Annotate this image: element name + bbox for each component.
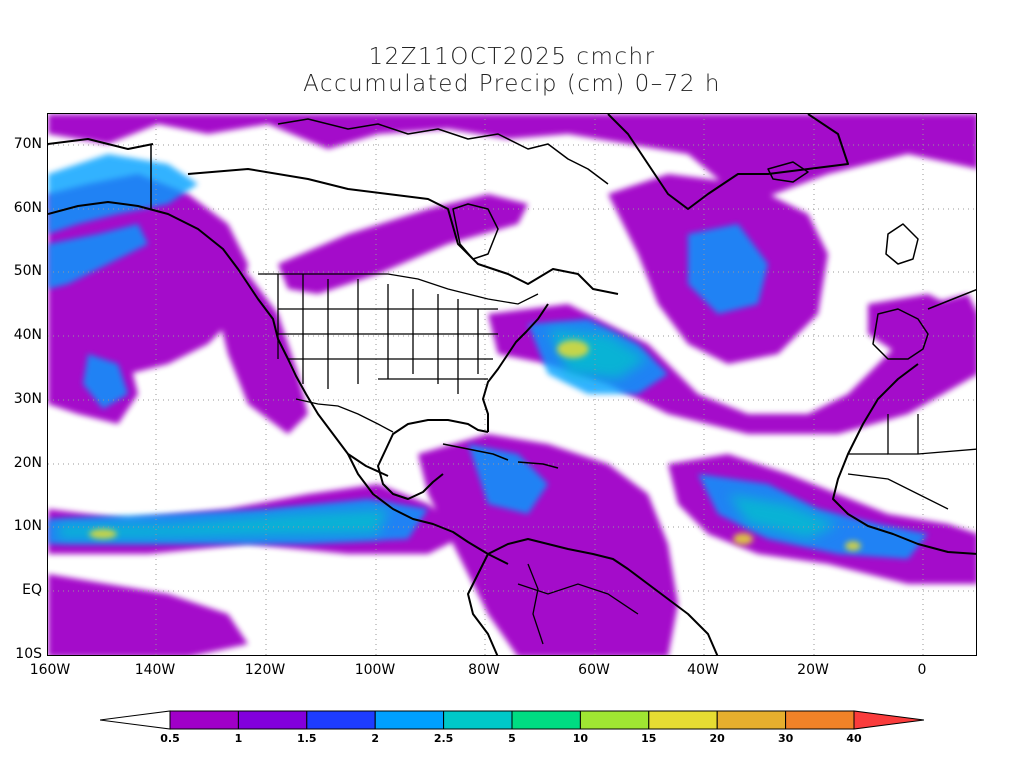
map-canvas [48,114,976,655]
lon-label-160w: 160W [29,662,71,678]
lon-label-120w: 120W [244,662,286,678]
colorbar [100,710,924,730]
colorbar-label: 30 [777,732,794,745]
colorbar-label: 2 [371,732,380,745]
colorbar-swatch [785,710,855,730]
colorbar-label: 1 [234,732,243,745]
lon-label-40w: 40W [687,662,719,678]
colorbar-label: 20 [709,732,725,745]
colorbar-label: 40 [846,732,862,745]
lon-label-0: 0 [917,662,927,678]
lon-label-20w: 20W [797,662,829,678]
precip-field [48,114,976,655]
lat-label-10s: 10S [15,646,42,662]
colorbar-swatch [648,710,718,730]
colorbar-swatch [306,710,376,730]
lat-label-10n: 10N [13,518,42,534]
lon-label-140w: 140W [134,662,176,678]
political-borders [258,273,976,645]
lon-label-60w: 60W [578,662,610,678]
colorbar-swatch [511,710,581,730]
lat-label-40n: 40N [13,327,42,343]
colorbar-label: 10 [572,732,589,745]
lat-label-20n: 20N [13,455,42,471]
title-line-2: Accumulated Precip (cm) 0–72 h [303,71,721,97]
colorbar-swatch [374,710,445,730]
colorbar-swatch [579,710,650,730]
lat-label-70n: 70N [13,136,42,152]
lon-label-100w: 100W [354,662,396,678]
colorbar-label: 2.5 [433,732,454,745]
lat-label-60n: 60N [13,200,42,216]
map-grid [48,114,976,655]
map-title: 12Z11OCT2025 cmchr Accumulated Precip (c… [0,44,1024,98]
lat-label-eq: EQ [22,582,42,598]
precip-map [47,113,977,656]
colorbar-label: 15 [641,732,657,745]
colorbar-label: 5 [508,732,516,745]
colorbar-swatch [169,710,239,730]
colorbar-label: 1.5 [297,732,317,745]
colorbar-swatch [716,710,787,730]
colorbar-end-low [100,710,171,730]
lat-label-30n: 30N [13,391,42,407]
colorbar-swatch [237,710,308,730]
lat-label-50n: 50N [13,263,42,279]
title-line-1: 12Z11OCT2025 cmchr [368,44,656,70]
colorbar-end-high [853,710,924,730]
coastlines [48,114,976,655]
lon-label-80w: 80W [468,662,500,678]
colorbar-label: 0.5 [160,732,180,745]
colorbar-swatch [443,710,513,730]
